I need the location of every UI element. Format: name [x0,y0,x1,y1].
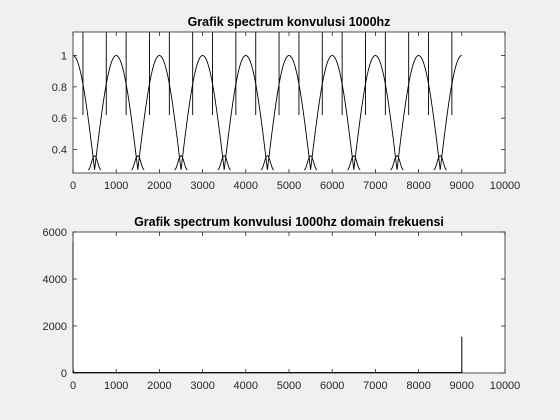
bottom-chart-x-tick-label: 7000 [363,380,387,392]
top-chart-title: Grafik spectrum konvulusi 1000hz [188,15,391,29]
series-lobe [174,155,188,171]
bottom-chart-x-tick-label: 10000 [490,380,521,392]
series-lobe [390,155,404,171]
bottom-chart-y-tick-label: 2000 [43,321,67,333]
series-lobe [87,155,102,171]
bottom-chart-x-tick-label: 5000 [277,380,301,392]
top-chart-x-tick-label: 3000 [190,180,214,192]
series-line [72,55,462,170]
bottom-chart-title: Grafik spectrum konvulusi 1000hz domain … [134,215,444,229]
series-lobe [347,155,361,171]
bottom-chart-x-tick-label: 3000 [190,380,214,392]
top-chart-x-tick-label: 8000 [406,180,430,192]
bottom-chart-x-tick-label: 2000 [147,380,171,392]
top-chart-x-tick-label: 9000 [450,180,474,192]
bottom-chart-axes: 0 1000 2000 3000 4000 5000 6000 7000 8000 9000 100… [43,227,521,392]
series-lobe [217,155,231,171]
top-chart-marks [72,32,462,171]
bottom-chart-x-tick-label: 6000 [320,380,344,392]
top-chart-x-tick-label: 5000 [277,180,301,192]
top-chart: Grafik spectrum konvulusi 1000hz 0 1000 20… [52,15,521,192]
bottom-chart-y-tick-label: 0 [61,368,67,380]
bottom-chart-y-tick-label: 6000 [43,227,67,239]
series-lobe [433,155,447,171]
top-chart-x-tick-label: 1000 [104,180,128,192]
top-chart-x-tick-label: 6000 [320,180,344,192]
bottom-chart-frame [72,231,506,374]
top-chart-x-tick-label: 7000 [363,180,387,192]
top-chart-x-tick-label: 0 [70,180,76,192]
top-chart-y-tick-label: 1 [61,51,67,63]
series-lobe [303,155,318,171]
top-chart-x-tick-label: 10000 [490,180,521,192]
bottom-chart-y-tick-label: 4000 [43,274,67,286]
top-chart-frame [72,31,506,174]
bottom-chart-x-tick-label: 1000 [104,380,128,392]
bottom-chart-x-tick-label: 4000 [234,380,258,392]
top-chart-x-tick-label: 2000 [147,180,171,192]
series-lobe [260,155,275,171]
bottom-chart-x-tick-label: 0 [70,380,76,392]
bottom-chart: Grafik spectrum konvulusi 1000hz domain … [43,215,521,392]
series-lobe [131,155,145,171]
top-chart-x-tick-label: 4000 [234,180,258,192]
bottom-chart-x-tick-label: 8000 [406,380,430,392]
top-chart-y-tick-label: 0.6 [52,113,67,125]
top-chart-y-tick-label: 0.8 [52,82,67,94]
bottom-chart-plot-area [73,232,505,373]
top-chart-axes: 0 1000 2000 3000 4000 5000 6000 7000 8000 9000 100… [52,32,521,192]
bottom-chart-x-tick-label: 9000 [450,380,474,392]
top-chart-plot-area [73,32,505,173]
top-chart-y-tick-label: 0.4 [52,145,67,157]
